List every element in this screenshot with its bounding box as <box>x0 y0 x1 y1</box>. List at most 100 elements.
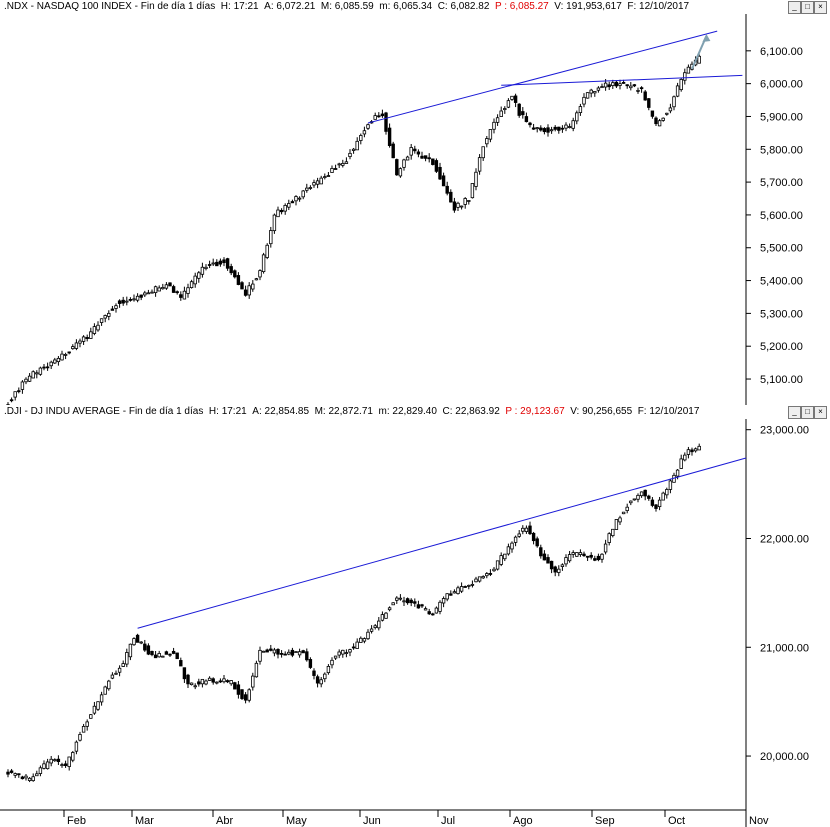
ndx-candle-body <box>614 81 619 87</box>
dji-month-label: Jun <box>363 815 381 827</box>
dji-candle-body <box>337 651 341 656</box>
ndx-candle-body <box>438 166 442 180</box>
dji-candle-body <box>56 758 61 762</box>
ndx-projection-arrow[interactable] <box>691 34 711 70</box>
ndx-candle-body <box>157 287 161 292</box>
ndx-candle-body <box>495 117 500 123</box>
dji-candle-body <box>204 680 208 685</box>
dji-candle-body <box>391 602 395 606</box>
ndx-candle-body <box>398 168 403 177</box>
dji-candle-body <box>553 566 557 573</box>
dji-period: Fin de día 1 días <box>128 406 204 417</box>
ndx-candle-body <box>488 129 493 140</box>
dji-candle-body <box>456 587 460 595</box>
dji-candle-body <box>114 672 118 675</box>
dji-candle-body <box>560 564 565 567</box>
dji-candle-body <box>549 560 554 570</box>
ndx-minimize-button[interactable]: _ <box>788 1 801 14</box>
ndx-candle-body <box>377 115 381 118</box>
dji-candle-body <box>636 494 640 500</box>
ndx-candle-body <box>49 361 53 367</box>
ndx-maximize-button[interactable]: □ <box>801 1 814 14</box>
dji-symbol: .DJI <box>4 406 22 417</box>
ndx-candle-body <box>650 110 655 117</box>
dji-month-label: Abr <box>216 815 233 827</box>
ndx-candle-body <box>524 116 529 123</box>
ndx-candle-body <box>643 91 647 101</box>
ndx-candle-body <box>236 275 241 285</box>
dji-candle-body <box>603 543 608 553</box>
ndx-candle-body <box>254 278 259 281</box>
ndx-candle-body <box>153 286 158 294</box>
dji-candle-body <box>474 578 478 583</box>
dji-candle-body <box>650 499 655 506</box>
dji-hour: 17:21 <box>221 406 247 417</box>
dji-candle-body <box>13 773 17 776</box>
dji-candle-body <box>233 682 237 690</box>
dji-candle-body <box>189 682 194 686</box>
ndx-candle-body <box>312 182 316 186</box>
ndx-candle-body <box>279 209 284 213</box>
ndx-candle-body <box>434 160 439 172</box>
dji-close-button[interactable]: × <box>814 406 827 419</box>
dji-candle-body <box>24 775 28 779</box>
dji-candle-body <box>452 591 457 594</box>
ndx-trendline[interactable] <box>367 30 718 124</box>
ndx-trendline[interactable] <box>501 74 743 86</box>
ndx-candle-body <box>672 96 676 108</box>
dji-candle-body <box>240 689 244 699</box>
dji-candle-body <box>665 489 669 496</box>
ndx-candle-body <box>193 275 197 285</box>
ndx-chart-pane[interactable]: .NDX - NASDAQ 100 INDEX - Fin de día 1 d… <box>0 0 830 405</box>
dji-candle-body <box>499 555 503 565</box>
dji-candle-body <box>643 489 647 497</box>
dji-candle-body <box>420 604 424 607</box>
dji-candle-body <box>661 492 665 501</box>
ndx-close-button[interactable]: × <box>814 1 827 14</box>
dji-candle-body <box>211 678 215 683</box>
ndx-candle-body <box>53 359 57 364</box>
dji-candle-body <box>593 558 597 561</box>
ndx-candle-body <box>611 82 615 86</box>
dji-candle-body <box>571 552 575 555</box>
dji-candle-body <box>290 649 295 656</box>
ndx-candle-body <box>647 98 651 108</box>
ndx-candle-body <box>578 106 583 113</box>
dji-candle-body <box>542 553 547 561</box>
ndx-candle-body <box>164 284 169 289</box>
ndx-candle-body <box>582 96 586 105</box>
dji-chart-pane[interactable]: .DJI - DJ INDU AVERAGE - Fin de día 1 dí… <box>0 405 830 827</box>
dji-close: 22,863.92 <box>455 406 500 417</box>
ndx-candle-body <box>45 366 50 369</box>
dji-maximize-button[interactable]: □ <box>801 406 814 419</box>
dji-candle-body <box>477 576 482 582</box>
ndx-candle-body <box>107 312 111 317</box>
ndx-candle-body <box>506 100 511 108</box>
ndx-candle-body <box>427 157 431 160</box>
dji-candle-body <box>207 677 212 681</box>
ndx-candle-body <box>283 205 287 212</box>
dji-minimize-button[interactable]: _ <box>788 406 801 419</box>
dji-candle-body <box>60 764 64 767</box>
dji-candle-body <box>330 659 334 666</box>
ndx-candle-body <box>222 259 226 264</box>
ndx-open: 6,072.21 <box>276 1 316 12</box>
ndx-candle-body <box>585 92 590 99</box>
dji-candle-body <box>222 678 226 683</box>
ndx-candle-body <box>17 390 21 393</box>
dji-candle-body <box>589 554 593 558</box>
ndx-candle-body <box>639 87 644 90</box>
dji-candle-body <box>506 546 511 555</box>
ndx-y-tick-label: 5,400.00 <box>760 276 803 288</box>
dji-candle-body <box>27 777 32 781</box>
ndx-candle-body <box>348 152 352 158</box>
ndx-candle-body <box>182 290 187 300</box>
dji-candle-body <box>668 480 673 490</box>
ndx-candle-body <box>323 176 327 179</box>
dji-trendline[interactable] <box>137 457 747 629</box>
ndx-candle-body <box>510 95 514 100</box>
ndx-candle-body <box>330 168 334 173</box>
dji-candle-body <box>261 650 266 653</box>
dji-candle-body <box>366 631 370 640</box>
dji-candle-body <box>132 638 136 646</box>
